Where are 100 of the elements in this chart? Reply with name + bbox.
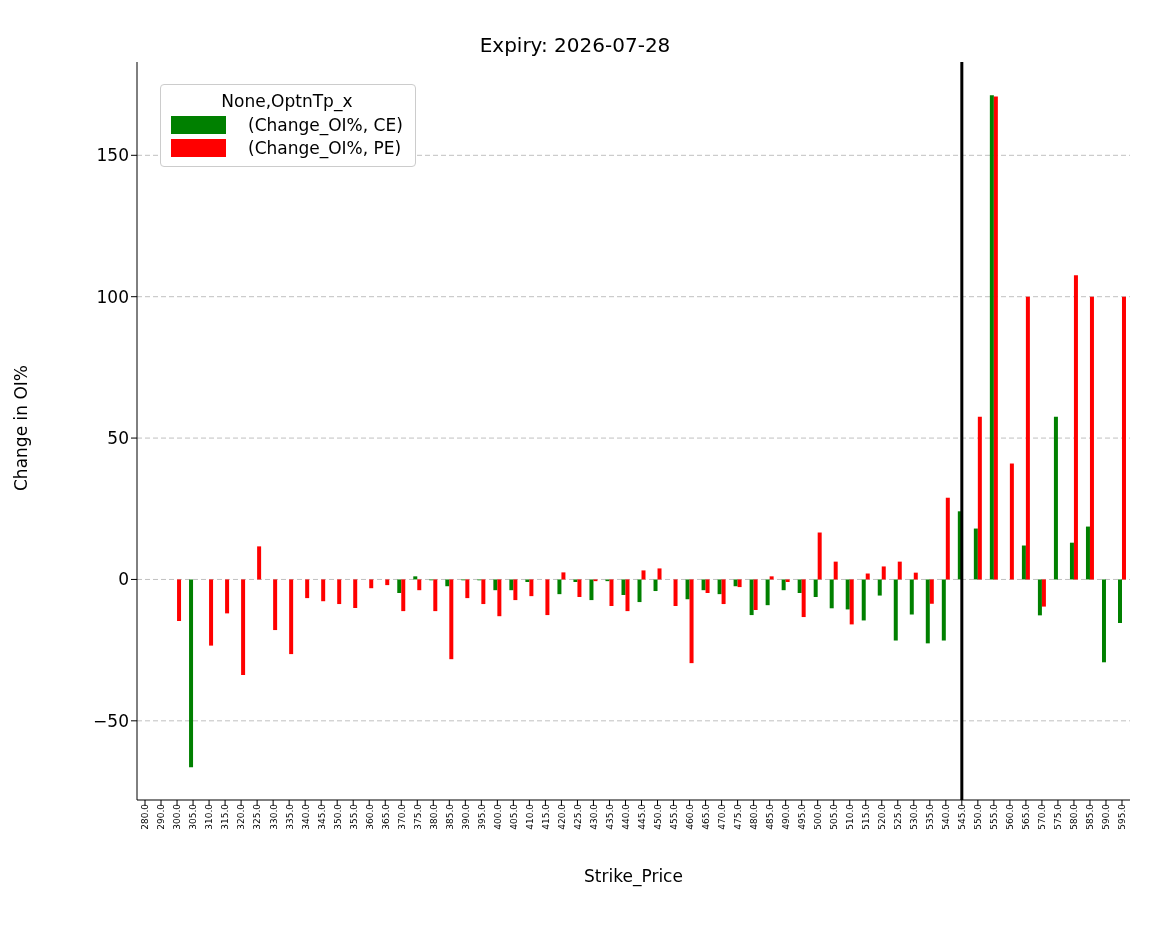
x-tick-label: 440.0	[620, 803, 631, 830]
x-tick-label: 555.0	[989, 803, 1000, 830]
legend-title: None,OptnTp_x	[220, 91, 354, 111]
x-tick-label: 540.0	[941, 803, 952, 830]
bar	[525, 579, 530, 582]
bar	[1069, 542, 1074, 580]
y-tick-label: 50	[107, 428, 129, 449]
bar	[1053, 416, 1058, 580]
x-tick-label: 420.0	[556, 803, 567, 830]
bar	[561, 572, 566, 580]
x-tick-label: 320.0	[236, 803, 247, 830]
bar	[273, 579, 278, 631]
x-tick-label: 450.0	[652, 803, 663, 830]
bar	[861, 579, 866, 621]
bar	[929, 579, 934, 604]
bar	[465, 579, 470, 599]
bar	[881, 566, 886, 580]
bar	[401, 579, 406, 612]
y-axis-title: Change in OI%	[11, 365, 32, 491]
x-axis-title: Strike_Price	[584, 866, 683, 888]
bar	[493, 579, 498, 591]
bar	[1009, 463, 1014, 580]
bar	[513, 579, 518, 601]
x-tick-label: 585.0	[1085, 803, 1096, 830]
bar	[557, 579, 562, 595]
x-tick-label: 395.0	[476, 803, 487, 830]
x-tick-label: 370.0	[396, 803, 407, 830]
x-tick-label: 305.0	[188, 803, 199, 830]
y-tick-label: 0	[118, 569, 129, 590]
bar	[673, 579, 678, 607]
x-tick-label: 595.0	[1117, 803, 1128, 830]
bar	[781, 579, 786, 591]
y-tick-label: 100	[96, 286, 129, 307]
x-tick-label: 480.0	[749, 803, 760, 830]
bar	[1041, 579, 1046, 607]
x-tick-label: 340.0	[300, 803, 311, 830]
bar	[497, 579, 502, 617]
bar	[189, 579, 194, 768]
bar	[177, 579, 182, 622]
x-tick-label: 470.0	[716, 803, 727, 830]
bar	[1085, 526, 1090, 580]
x-tick-label: 590.0	[1101, 803, 1112, 830]
bar	[945, 497, 950, 580]
bar	[801, 579, 806, 618]
bar	[829, 579, 834, 609]
bar	[353, 579, 358, 609]
x-tick-label: 485.0	[765, 803, 776, 830]
bar	[845, 579, 850, 610]
bar	[305, 579, 310, 599]
bar	[413, 576, 418, 580]
bar	[877, 579, 882, 596]
x-tick-label: 550.0	[973, 803, 984, 830]
legend-label: (Change_OI%, PE)	[248, 138, 402, 158]
y-tick-label: 150	[96, 145, 129, 166]
x-tick-label: 520.0	[877, 803, 888, 830]
bar	[717, 579, 722, 595]
x-tick-label: 300.0	[172, 803, 183, 830]
x-tick-label: 515.0	[861, 803, 872, 830]
bar	[509, 579, 514, 591]
bar	[849, 579, 854, 625]
x-tick-label: 365.0	[380, 803, 391, 830]
x-tick-label: 360.0	[364, 803, 375, 830]
x-tick-label: 490.0	[781, 803, 792, 830]
chart-title: Expiry: 2026-07-28	[479, 33, 671, 57]
bar	[289, 579, 294, 655]
bar	[701, 579, 706, 591]
bar	[733, 579, 738, 587]
y-tick-label: −50	[93, 710, 129, 731]
x-tick-label: 335.0	[284, 803, 295, 830]
bar	[321, 579, 326, 602]
x-tick-label: 375.0	[412, 803, 423, 830]
x-tick-label: 405.0	[508, 803, 519, 830]
x-tick-label: 530.0	[909, 803, 920, 830]
x-tick-label: 410.0	[524, 803, 535, 830]
x-tick-label: 500.0	[813, 803, 824, 830]
x-tick-label: 390.0	[460, 803, 471, 830]
x-tick-label: 385.0	[444, 803, 455, 830]
bar	[653, 579, 658, 592]
bar	[813, 579, 818, 597]
bar	[977, 416, 982, 580]
bar	[993, 96, 998, 580]
bar	[241, 579, 246, 676]
bar	[625, 579, 630, 612]
bar	[573, 579, 578, 582]
bar	[1037, 579, 1042, 616]
bar	[817, 532, 822, 580]
bar	[833, 561, 838, 580]
x-tick-label: 290.0	[156, 803, 167, 830]
bar	[897, 561, 902, 580]
x-tick-label: 425.0	[572, 803, 583, 830]
bar	[1121, 296, 1126, 580]
x-tick-label: 455.0	[668, 803, 679, 830]
bar	[925, 579, 930, 644]
x-tick-label: 510.0	[845, 803, 856, 830]
x-tick-label: 325.0	[252, 803, 263, 830]
bar	[689, 579, 694, 664]
bar	[721, 579, 726, 605]
x-tick-label: 580.0	[1069, 803, 1080, 830]
bar	[1117, 579, 1122, 623]
bar	[577, 579, 582, 597]
